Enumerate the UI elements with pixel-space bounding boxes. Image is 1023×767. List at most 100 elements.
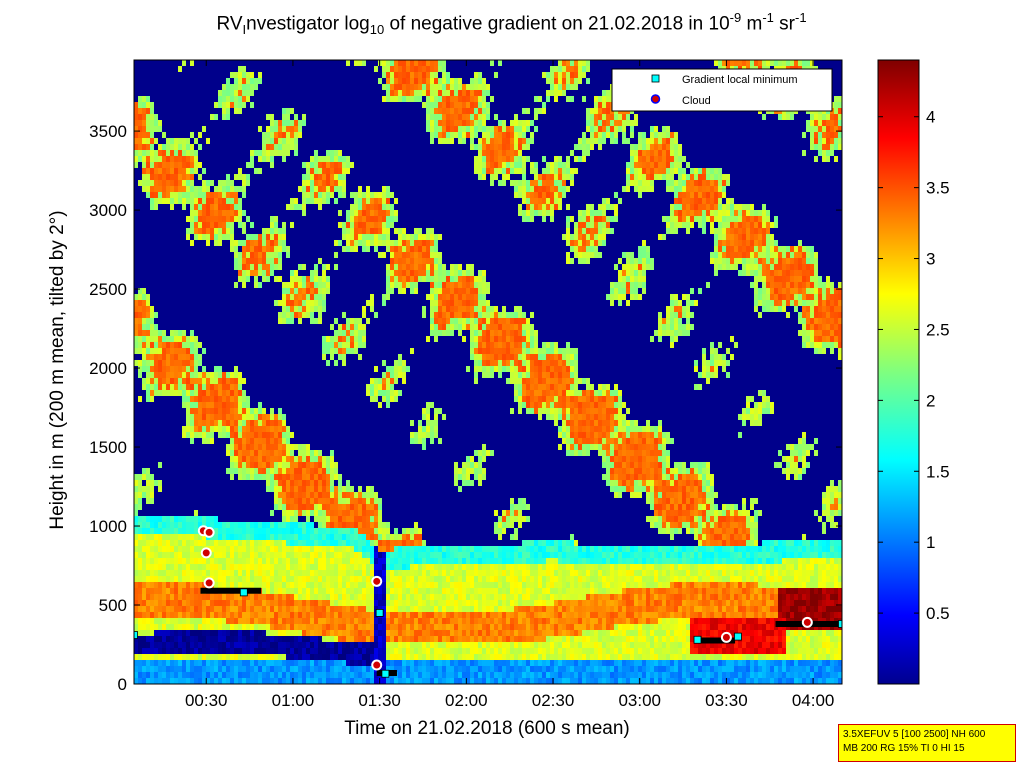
- heatmap-cell: [238, 654, 243, 661]
- heatmap-cell: [226, 414, 231, 421]
- heatmap-cell: [178, 672, 183, 679]
- heatmap-cell: [310, 594, 315, 601]
- heatmap-cell: [166, 510, 171, 517]
- heatmap-cell: [226, 594, 231, 601]
- heatmap-cell: [158, 486, 163, 493]
- heatmap-cell: [278, 282, 283, 289]
- heatmap-cell: [226, 390, 231, 397]
- heatmap-cell: [210, 570, 215, 577]
- heatmap-cell: [174, 534, 179, 541]
- heatmap-cell: [262, 168, 267, 175]
- heatmap-cell: [278, 450, 283, 457]
- heatmap-cell: [154, 450, 159, 457]
- heatmap-cell: [306, 72, 311, 79]
- heatmap-cell: [318, 654, 323, 661]
- heatmap-cell: [142, 450, 147, 457]
- heatmap-cell: [234, 282, 239, 289]
- heatmap-cell: [166, 258, 171, 265]
- heatmap-cell: [166, 204, 171, 211]
- heatmap-cell: [242, 654, 247, 661]
- heatmap-cell: [270, 60, 275, 67]
- heatmap-cell: [254, 108, 259, 115]
- heatmap-cell: [194, 378, 199, 385]
- heatmap-cell: [218, 120, 223, 127]
- heatmap-cell: [258, 630, 263, 637]
- heatmap-cell: [278, 150, 283, 157]
- heatmap-cell: [314, 114, 319, 121]
- heatmap-cell: [138, 480, 143, 487]
- heatmap-cell: [134, 564, 139, 571]
- heatmap-cell: [322, 102, 327, 109]
- heatmap-cell: [174, 552, 179, 559]
- heatmap-cell: [210, 624, 215, 631]
- heatmap-cell: [270, 594, 275, 601]
- heatmap-cell: [194, 504, 199, 511]
- heatmap-cell: [138, 264, 143, 271]
- heatmap-cell: [162, 384, 167, 391]
- heatmap-cell: [290, 630, 295, 637]
- heatmap-cell: [294, 66, 299, 73]
- heatmap-cell: [202, 180, 207, 187]
- heatmap-cell: [266, 420, 271, 427]
- heatmap-cell: [258, 156, 263, 163]
- heatmap-cell: [318, 504, 323, 511]
- heatmap-cell: [210, 126, 215, 133]
- heatmap-cell: [142, 414, 147, 421]
- heatmap-cell: [270, 426, 275, 433]
- heatmap-cell: [230, 126, 235, 133]
- heatmap-cell: [162, 108, 167, 115]
- heatmap-cell: [286, 294, 291, 301]
- heatmap-cell: [322, 96, 327, 103]
- heatmap-cell: [238, 366, 243, 373]
- heatmap-cell: [146, 516, 151, 523]
- heatmap-cell: [222, 156, 227, 163]
- heatmap-cell: [318, 402, 323, 409]
- heatmap-cell: [158, 540, 163, 547]
- heatmap-cell: [318, 144, 323, 151]
- heatmap-cell: [146, 492, 151, 499]
- heatmap-cell: [250, 72, 255, 79]
- heatmap-cell: [198, 156, 203, 163]
- heatmap-cell: [306, 426, 311, 433]
- heatmap-cell: [270, 570, 275, 577]
- heatmap-cell: [238, 456, 243, 463]
- heatmap-cell: [162, 576, 167, 583]
- heatmap-cell: [178, 168, 183, 175]
- heatmap-cell: [174, 468, 179, 475]
- heatmap-cell: [302, 366, 307, 373]
- heatmap-cell: [250, 648, 255, 655]
- heatmap-cell: [178, 582, 183, 589]
- heatmap-cell: [202, 600, 207, 607]
- heatmap-cell: [302, 258, 307, 265]
- heatmap-cell: [138, 336, 143, 343]
- heatmap-cell: [298, 456, 303, 463]
- heatmap-cell: [258, 660, 263, 667]
- heatmap-cell: [210, 378, 215, 385]
- heatmap-cell: [150, 486, 155, 493]
- heatmap-cell: [230, 492, 235, 499]
- heatmap-cell: [258, 288, 263, 295]
- heatmap-cell: [166, 456, 171, 463]
- heatmap-cell: [242, 570, 247, 577]
- heatmap-cell: [310, 264, 315, 271]
- heatmap-cell: [210, 162, 215, 169]
- heatmap-cell: [278, 72, 283, 79]
- heatmap-cell: [186, 474, 191, 481]
- heatmap-cell: [314, 444, 319, 451]
- heatmap-cell: [186, 672, 191, 679]
- heatmap-cell: [194, 618, 199, 625]
- heatmap-cell: [290, 648, 295, 655]
- heatmap-cell: [146, 354, 151, 361]
- heatmap-cell: [290, 372, 295, 379]
- heatmap-cell: [306, 126, 311, 133]
- heatmap-cell: [206, 312, 211, 319]
- heatmap-cell: [198, 426, 203, 433]
- heatmap-cell: [150, 150, 155, 157]
- heatmap-cell: [270, 216, 275, 223]
- heatmap-cell: [294, 168, 299, 175]
- heatmap-cell: [294, 522, 299, 529]
- heatmap-cell: [314, 600, 319, 607]
- heatmap-cell: [294, 324, 299, 331]
- heatmap-cell: [278, 276, 283, 283]
- heatmap-cell: [282, 450, 287, 457]
